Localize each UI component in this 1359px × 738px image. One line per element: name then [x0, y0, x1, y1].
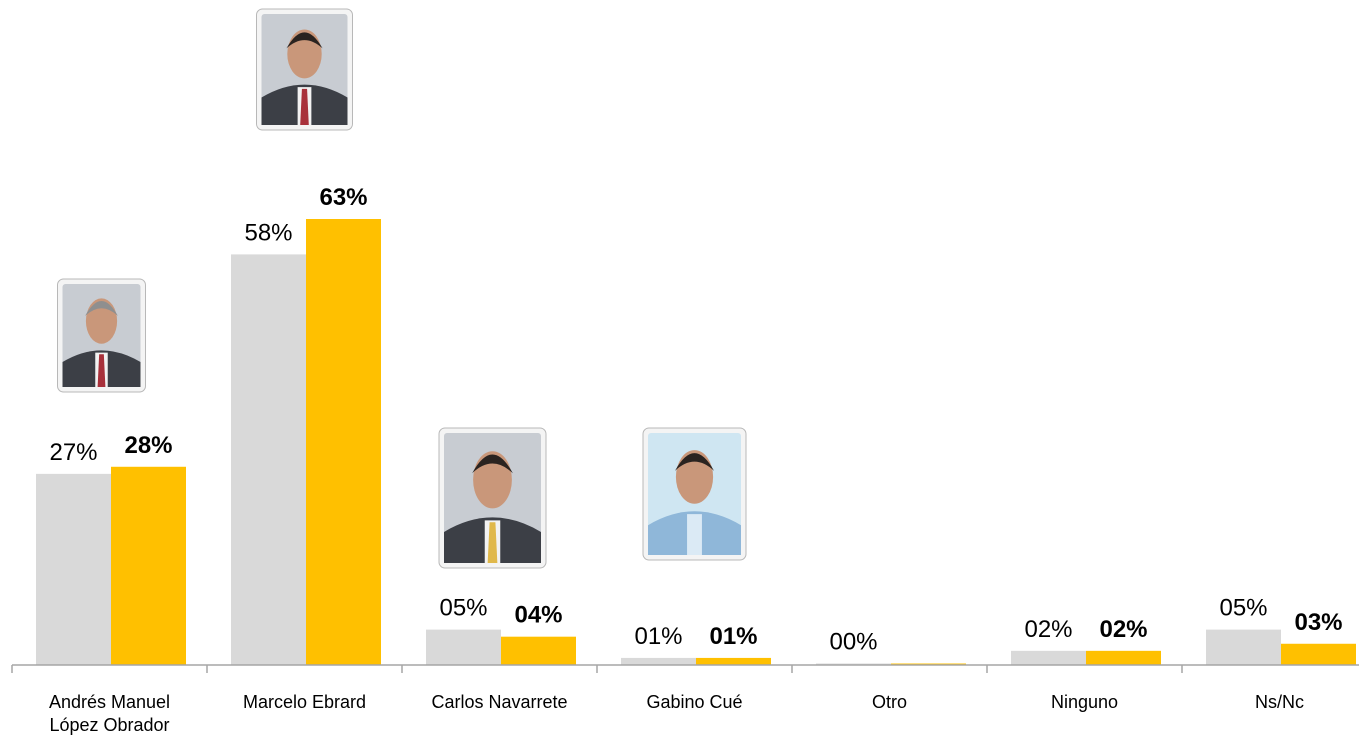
- bar-current-1: [306, 219, 381, 665]
- value-label: 00%: [829, 629, 877, 656]
- value-labels-group: 27% 28% 58% 63% 05% 04% 01% 01% 00% 02% 02% 05% 03%: [49, 184, 1342, 656]
- value-label: 01%: [709, 623, 757, 650]
- value-label: 05%: [1219, 595, 1267, 622]
- category-label: Gabino Cué: [646, 692, 742, 712]
- portrait-photo: [438, 427, 547, 569]
- bar-current-2: [501, 636, 576, 665]
- value-label: 03%: [1294, 609, 1342, 636]
- bars-group: [36, 219, 1356, 665]
- category-label: Ninguno: [1051, 692, 1118, 712]
- value-label: 28%: [124, 432, 172, 459]
- bar-previous-6: [1206, 629, 1281, 665]
- value-label: 05%: [439, 595, 487, 622]
- category-label: Ns/Nc: [1255, 692, 1304, 712]
- value-label: 58%: [244, 219, 292, 246]
- value-label: 63%: [319, 184, 367, 211]
- photos-group: [57, 8, 747, 569]
- bar-current-0: [111, 466, 186, 665]
- x-axis-ticks: [11, 665, 1183, 673]
- category-labels-group: Andrés Manuel López Obrador Marcelo Ebrard…: [49, 692, 1304, 735]
- value-label: 27%: [49, 439, 97, 466]
- bar-current-3: [696, 657, 771, 665]
- value-label: 02%: [1099, 616, 1147, 643]
- bar-previous-3: [621, 657, 696, 665]
- portrait-photo: [57, 278, 146, 393]
- value-label: 01%: [634, 623, 682, 650]
- bar-current-6: [1281, 643, 1356, 665]
- bar-previous-1: [231, 254, 306, 665]
- bar-previous-5: [1011, 650, 1086, 665]
- portrait-photo: [642, 427, 747, 561]
- value-label: 04%: [514, 602, 562, 629]
- bar-previous-2: [426, 629, 501, 665]
- bar-current-5: [1086, 650, 1161, 665]
- category-label: Andrés Manuel López Obrador: [49, 692, 170, 735]
- value-label: 02%: [1024, 616, 1072, 643]
- category-label: Otro: [872, 692, 907, 712]
- category-label: Marcelo Ebrard: [243, 692, 366, 712]
- portrait-photo: [256, 8, 353, 131]
- bar-previous-0: [36, 473, 111, 665]
- category-label: Carlos Navarrete: [431, 692, 567, 712]
